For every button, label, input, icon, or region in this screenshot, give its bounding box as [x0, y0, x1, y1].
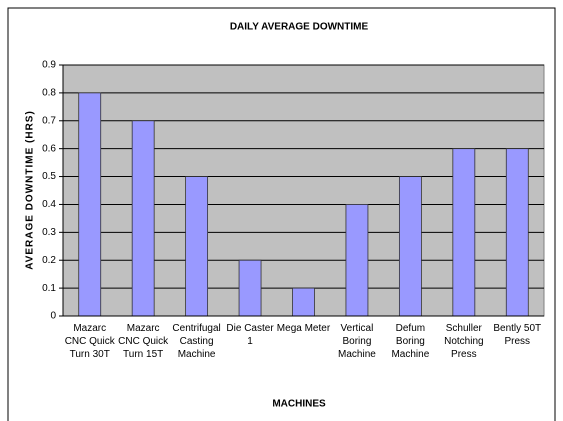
bar: [131, 120, 155, 317]
bar: [398, 176, 422, 317]
y-tick-label: 0.1: [42, 283, 56, 294]
x-tick-label: Schuller Notching Press: [444, 323, 484, 360]
x-tick-label: Centrifugal Casting Machine: [172, 323, 221, 360]
x-tick-label: Vertical Boring Machine: [338, 323, 376, 360]
y-axis-label: AVERAGE DOWNTIME (HRS): [25, 110, 36, 270]
y-tick-label: 0: [50, 311, 56, 322]
y-tick-label: 0.3: [42, 227, 56, 238]
x-tick-label: Mazarc CNC Quick Turn 30T: [64, 323, 115, 360]
bar: [345, 204, 369, 317]
y-tick-label: 0.6: [42, 143, 56, 154]
bar: [505, 148, 529, 317]
y-tick-label: 0.5: [42, 171, 56, 182]
y-tick-label: 0.8: [42, 88, 56, 99]
bar: [452, 148, 476, 317]
y-tick-label: 0.9: [42, 60, 56, 71]
y-tick-label: 0.4: [42, 199, 56, 210]
x-tick-label: Die Caster 1: [226, 323, 274, 347]
y-tick-label: 0.2: [42, 255, 56, 266]
x-tick-label: Defum Boring Machine: [391, 323, 430, 360]
x-tick-label: Bently 50T Press: [493, 323, 542, 347]
chart-title: DAILY AVERAGE DOWNTIME: [230, 22, 369, 33]
bar: [78, 92, 102, 317]
bar: [292, 287, 315, 317]
x-axis-label: MACHINES: [272, 399, 326, 410]
x-tick-label: Mazarc CNC Quick Turn 15T: [118, 323, 169, 360]
bar: [238, 259, 262, 317]
y-tick-label: 0.7: [42, 115, 56, 126]
bar: [185, 176, 209, 317]
x-tick-label: Mega Meter: [276, 323, 331, 334]
